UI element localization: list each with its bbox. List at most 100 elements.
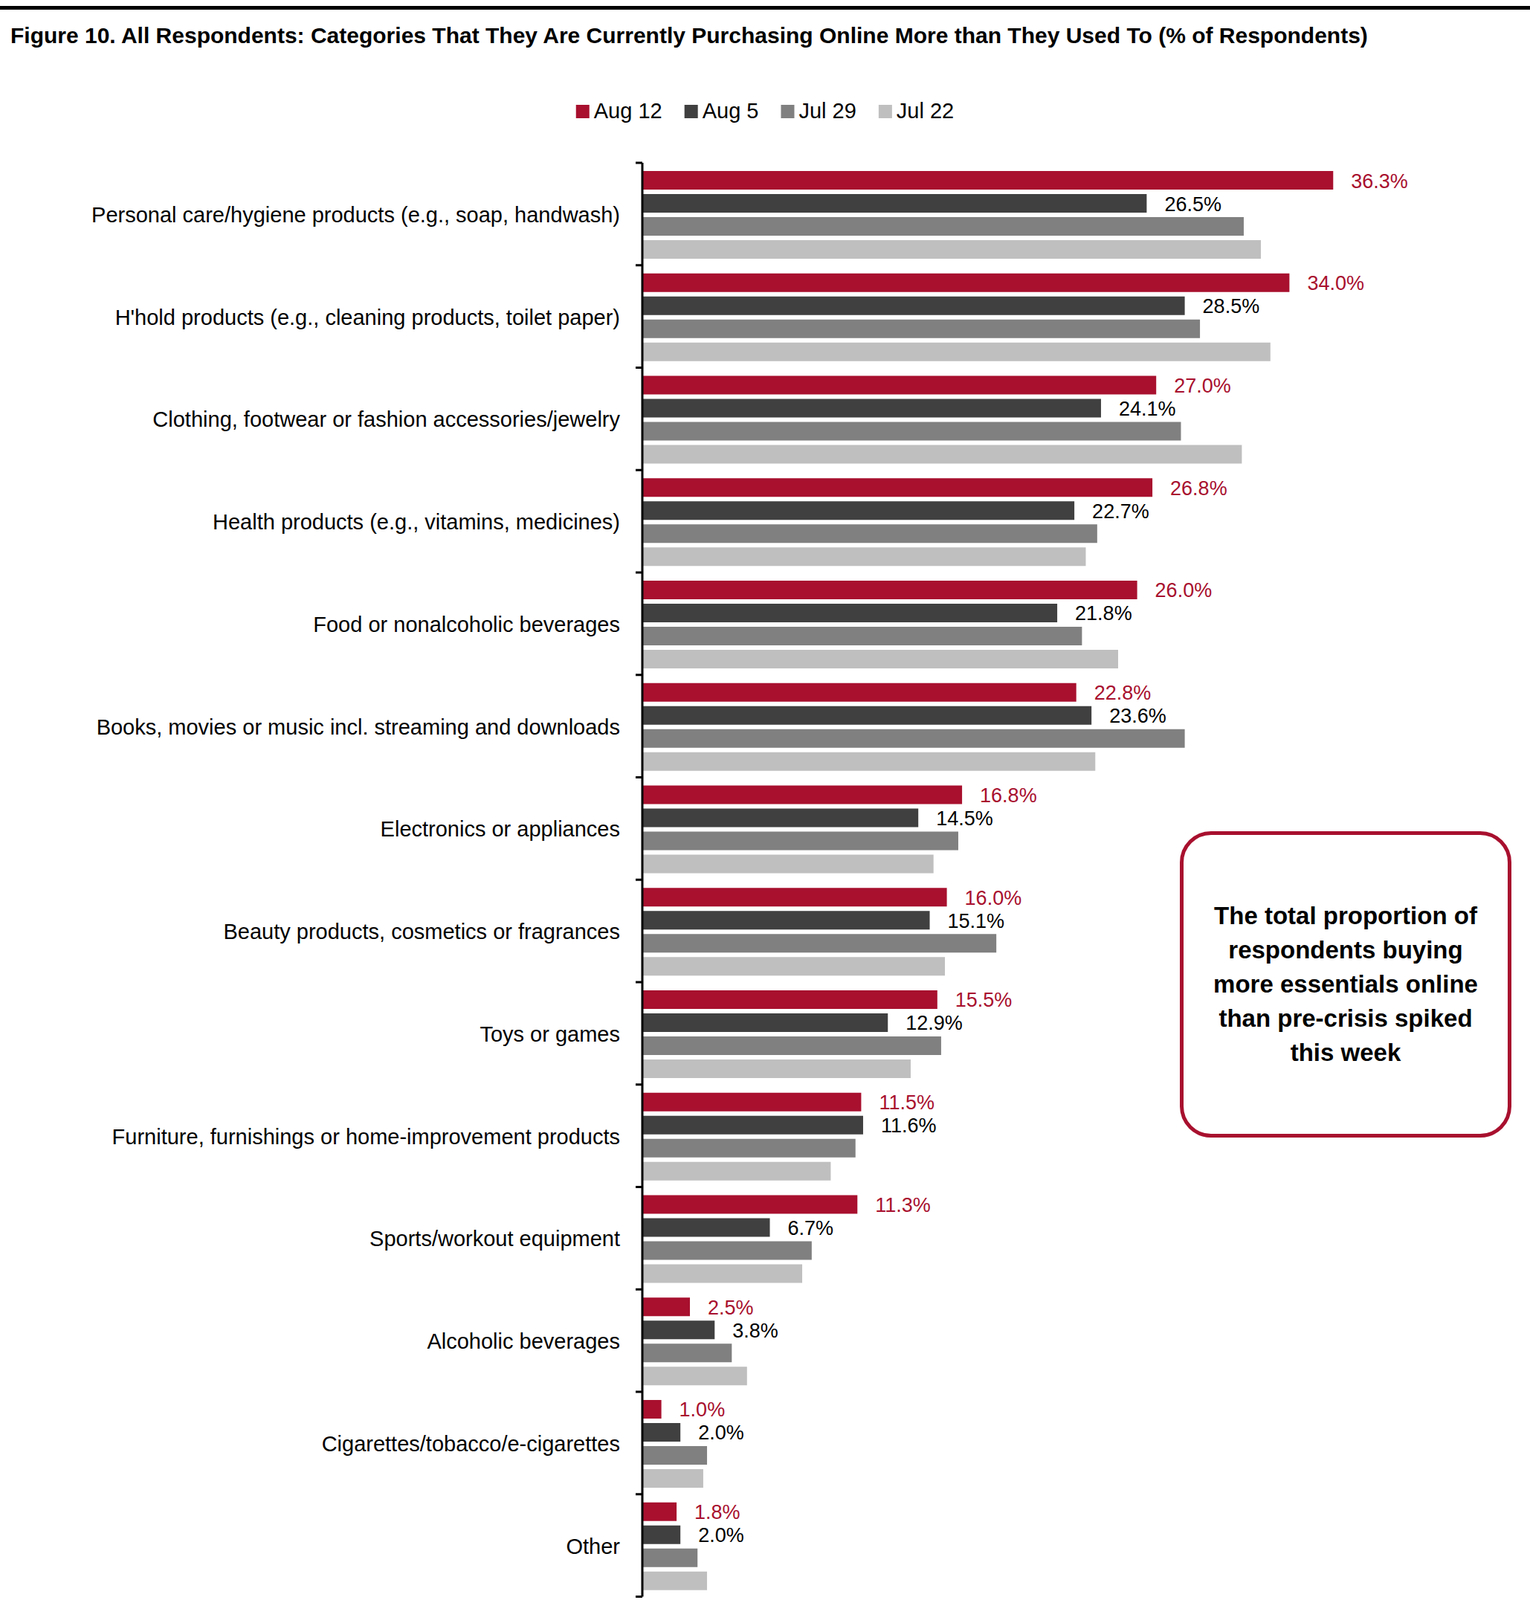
category-label: Alcoholic beverages — [426, 1329, 621, 1354]
category-separator — [635, 1083, 643, 1086]
category-separator — [635, 1492, 643, 1496]
data-label: 21.8% — [1075, 602, 1133, 625]
bar — [642, 1161, 831, 1181]
bar — [642, 785, 963, 804]
bar — [642, 524, 1098, 543]
bar — [642, 1115, 864, 1135]
data-label: 11.3% — [875, 1193, 931, 1217]
bar — [642, 683, 1077, 702]
bar — [642, 626, 1082, 646]
category-label: Food or nonalcoholic beverages — [312, 612, 621, 637]
legend-label: Aug 5 — [702, 98, 760, 123]
bar — [642, 1502, 677, 1522]
category-label: Cigarettes/tobacco/e-cigarettes — [321, 1431, 621, 1456]
data-label: 1.8% — [694, 1501, 741, 1524]
bar — [642, 296, 1186, 316]
data-label: 26.8% — [1170, 477, 1228, 500]
category-separator — [635, 1595, 643, 1598]
bar — [642, 956, 945, 976]
data-label: 28.5% — [1202, 295, 1261, 318]
data-label: 22.7% — [1092, 500, 1150, 523]
data-label: 16.0% — [964, 886, 1023, 910]
category-label: Electronics or appliances — [380, 817, 621, 841]
bar — [642, 547, 1086, 566]
bar — [642, 831, 959, 850]
category-separator — [635, 878, 643, 881]
category-separator — [635, 469, 643, 472]
bar — [642, 1297, 690, 1316]
legend-swatch — [878, 104, 893, 119]
category-separator — [635, 980, 643, 983]
bar — [642, 217, 1244, 236]
category-label: Toys or games — [479, 1022, 621, 1047]
bar — [642, 319, 1200, 339]
category-label: Clothing, footwear or fashion accessorie… — [152, 407, 621, 432]
bar — [642, 1263, 803, 1283]
bar — [642, 1036, 942, 1055]
data-label: 6.7% — [788, 1217, 835, 1240]
category-label: Books, movies or music incl. streaming a… — [96, 715, 621, 739]
category-separator — [635, 570, 643, 574]
data-label: 2.0% — [698, 1524, 745, 1547]
data-label: 26.0% — [1155, 579, 1213, 602]
bar — [642, 398, 1102, 418]
title: Figure 10. All Respondents: Categories T… — [10, 23, 1368, 48]
bar — [642, 1092, 861, 1112]
category-label: Furniture, furnishings or home-improveme… — [112, 1124, 621, 1149]
data-label: 27.0% — [1173, 374, 1232, 397]
bar — [642, 580, 1138, 600]
legend: Aug 12Aug 5Jul 29Jul 22 — [576, 98, 955, 123]
bar — [642, 854, 934, 873]
bar — [642, 1240, 812, 1260]
category-label: Sports/workout equipment — [369, 1226, 621, 1251]
bar — [642, 240, 1261, 259]
bar — [642, 1571, 708, 1591]
data-label: 16.8% — [979, 784, 1038, 807]
category-label: Personal care/hygiene products (e.g., so… — [91, 202, 621, 227]
bar — [642, 933, 997, 953]
category-label: Health products (e.g., vitamins, medicin… — [212, 510, 621, 534]
bars — [642, 170, 1333, 1591]
bar — [642, 1013, 888, 1032]
category-separator — [635, 366, 643, 369]
data-label: 12.9% — [905, 1011, 963, 1035]
data-label: 15.5% — [955, 988, 1013, 1012]
bar — [642, 501, 1075, 520]
legend-swatch — [684, 104, 699, 119]
legend-swatch — [780, 104, 794, 119]
legend-label: Jul 22 — [896, 98, 954, 123]
bar — [642, 444, 1242, 464]
bar — [642, 421, 1181, 441]
data-label: 11.5% — [878, 1091, 935, 1114]
bar — [642, 1445, 708, 1465]
data-label: 26.5% — [1164, 193, 1222, 216]
data-label: 34.0% — [1306, 272, 1365, 295]
bar — [642, 170, 1333, 190]
bar — [642, 1320, 715, 1339]
legend-label: Jul 29 — [798, 98, 856, 123]
data-label: 23.6% — [1109, 704, 1167, 728]
bar — [642, 1138, 856, 1158]
bar — [642, 990, 938, 1009]
bar — [642, 1469, 704, 1488]
bar — [642, 1422, 681, 1442]
bar — [642, 1366, 748, 1386]
bar — [642, 706, 1092, 725]
category-separator — [635, 1390, 643, 1393]
data-label: 2.0% — [698, 1421, 745, 1444]
bar — [642, 603, 1058, 623]
bar — [642, 1548, 698, 1568]
bar — [642, 273, 1290, 293]
category-separator — [635, 776, 643, 779]
category-separator — [635, 263, 643, 267]
category-label: H'hold products (e.g., cleaning products… — [115, 305, 621, 330]
bar — [642, 478, 1153, 497]
bar — [642, 1399, 662, 1419]
bar — [642, 194, 1147, 213]
data-label: 1.0% — [679, 1398, 726, 1421]
data-label: 22.8% — [1094, 681, 1152, 705]
bar — [642, 1194, 858, 1214]
data-label: 11.6% — [880, 1114, 937, 1137]
category-separator — [635, 162, 643, 165]
bar — [642, 910, 931, 930]
